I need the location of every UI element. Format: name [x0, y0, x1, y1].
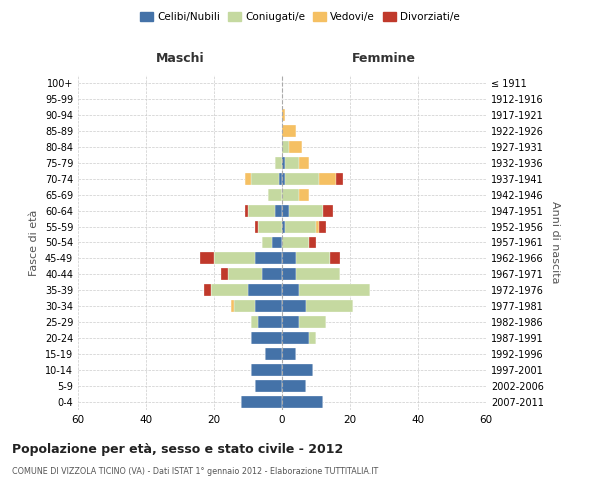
Bar	[282, 109, 286, 121]
Bar	[282, 396, 323, 408]
Bar	[245, 204, 248, 216]
Bar	[309, 332, 316, 344]
Bar	[299, 188, 309, 200]
Bar	[282, 380, 306, 392]
Bar	[282, 172, 286, 184]
Bar	[227, 268, 262, 280]
Bar	[282, 188, 299, 200]
Bar	[329, 252, 340, 264]
Bar	[299, 316, 326, 328]
Bar	[282, 220, 286, 232]
Bar	[275, 157, 282, 168]
Bar	[296, 268, 340, 280]
Bar	[278, 172, 282, 184]
Y-axis label: Anni di nascita: Anni di nascita	[550, 201, 560, 284]
Bar	[235, 300, 255, 312]
Bar	[211, 284, 248, 296]
Text: Maschi: Maschi	[155, 52, 205, 66]
Bar	[286, 157, 299, 168]
Bar	[255, 380, 282, 392]
Bar	[262, 268, 282, 280]
Bar	[282, 236, 309, 248]
Bar	[282, 141, 289, 153]
Bar	[282, 157, 286, 168]
Bar	[319, 172, 337, 184]
Bar	[200, 252, 214, 264]
Bar	[248, 284, 282, 296]
Bar	[282, 204, 289, 216]
Bar	[251, 364, 282, 376]
Bar	[272, 236, 282, 248]
Bar	[265, 348, 282, 360]
Bar	[262, 236, 272, 248]
Bar	[251, 316, 258, 328]
Bar	[231, 300, 235, 312]
Bar	[282, 125, 296, 137]
Text: Popolazione per età, sesso e stato civile - 2012: Popolazione per età, sesso e stato civil…	[12, 442, 343, 456]
Bar	[289, 141, 302, 153]
Text: COMUNE DI VIZZOLA TICINO (VA) - Dati ISTAT 1° gennaio 2012 - Elaborazione TUTTIT: COMUNE DI VIZZOLA TICINO (VA) - Dati IST…	[12, 468, 378, 476]
Bar	[258, 220, 282, 232]
Bar	[286, 172, 319, 184]
Bar	[275, 204, 282, 216]
Bar	[282, 348, 296, 360]
Bar	[282, 332, 309, 344]
Bar	[306, 300, 353, 312]
Bar	[282, 300, 306, 312]
Bar	[255, 300, 282, 312]
Bar	[296, 252, 329, 264]
Bar	[255, 220, 258, 232]
Bar	[204, 284, 211, 296]
Text: Femmine: Femmine	[352, 52, 416, 66]
Bar	[282, 268, 296, 280]
Bar	[248, 204, 275, 216]
Bar	[282, 252, 296, 264]
Bar	[282, 316, 299, 328]
Y-axis label: Fasce di età: Fasce di età	[29, 210, 39, 276]
Bar	[245, 172, 251, 184]
Bar	[221, 268, 227, 280]
Bar	[309, 236, 316, 248]
Bar	[289, 204, 323, 216]
Bar	[316, 220, 319, 232]
Bar	[251, 332, 282, 344]
Bar	[268, 188, 282, 200]
Bar	[214, 252, 255, 264]
Bar	[251, 172, 278, 184]
Bar	[299, 157, 309, 168]
Bar	[282, 284, 299, 296]
Bar	[286, 220, 316, 232]
Bar	[299, 284, 370, 296]
Bar	[319, 220, 326, 232]
Bar	[255, 252, 282, 264]
Bar	[323, 204, 333, 216]
Bar	[241, 396, 282, 408]
Bar	[282, 364, 313, 376]
Bar	[337, 172, 343, 184]
Bar	[258, 316, 282, 328]
Legend: Celibi/Nubili, Coniugati/e, Vedovi/e, Divorziati/e: Celibi/Nubili, Coniugati/e, Vedovi/e, Di…	[136, 8, 464, 26]
